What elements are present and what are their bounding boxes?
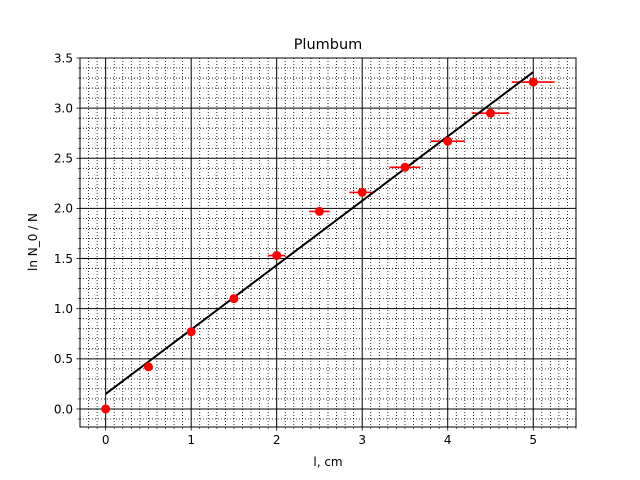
x-tick-label: 5: [529, 433, 537, 447]
x-axis-label: l, cm: [313, 455, 342, 469]
data-point: [272, 251, 282, 261]
data-point: [143, 362, 153, 372]
fit-line: [105, 71, 534, 395]
y-tick-label: 2.0: [54, 202, 73, 216]
x-tick-label: 0: [102, 433, 110, 447]
data-point: [485, 108, 495, 118]
data-point: [186, 327, 196, 337]
data-point: [101, 404, 111, 414]
y-tick-label: 3.0: [54, 101, 73, 115]
y-tick-label: 2.5: [54, 152, 73, 166]
data-point: [357, 187, 367, 197]
x-ticks: 0 1 2 3 4 5: [88, 427, 577, 447]
y-tick-label: 3.5: [54, 51, 73, 65]
data-point: [443, 136, 453, 146]
data-point: [400, 162, 410, 172]
y-tick-label: 0.0: [54, 402, 73, 416]
data-point: [528, 77, 538, 87]
x-tick-label: 4: [444, 433, 452, 447]
x-tick-label: 1: [187, 433, 195, 447]
data-point: [229, 294, 239, 304]
fit-line-group: [105, 71, 534, 395]
chart-title: Plumbum: [294, 37, 363, 53]
y-tick-label: 0.5: [54, 352, 73, 366]
y-ticks: 0.0 0.5 1.0 1.5 2.0 2.5 3.0 3.5: [54, 51, 80, 420]
y-tick-label: 1.0: [54, 302, 73, 316]
x-tick-label: 2: [273, 433, 281, 447]
y-tick-label: 1.5: [54, 252, 73, 266]
x-tick-label: 3: [358, 433, 366, 447]
data-points: [101, 77, 538, 414]
y-axis-label: ln N_0 / N: [26, 213, 40, 271]
data-point: [314, 206, 324, 216]
